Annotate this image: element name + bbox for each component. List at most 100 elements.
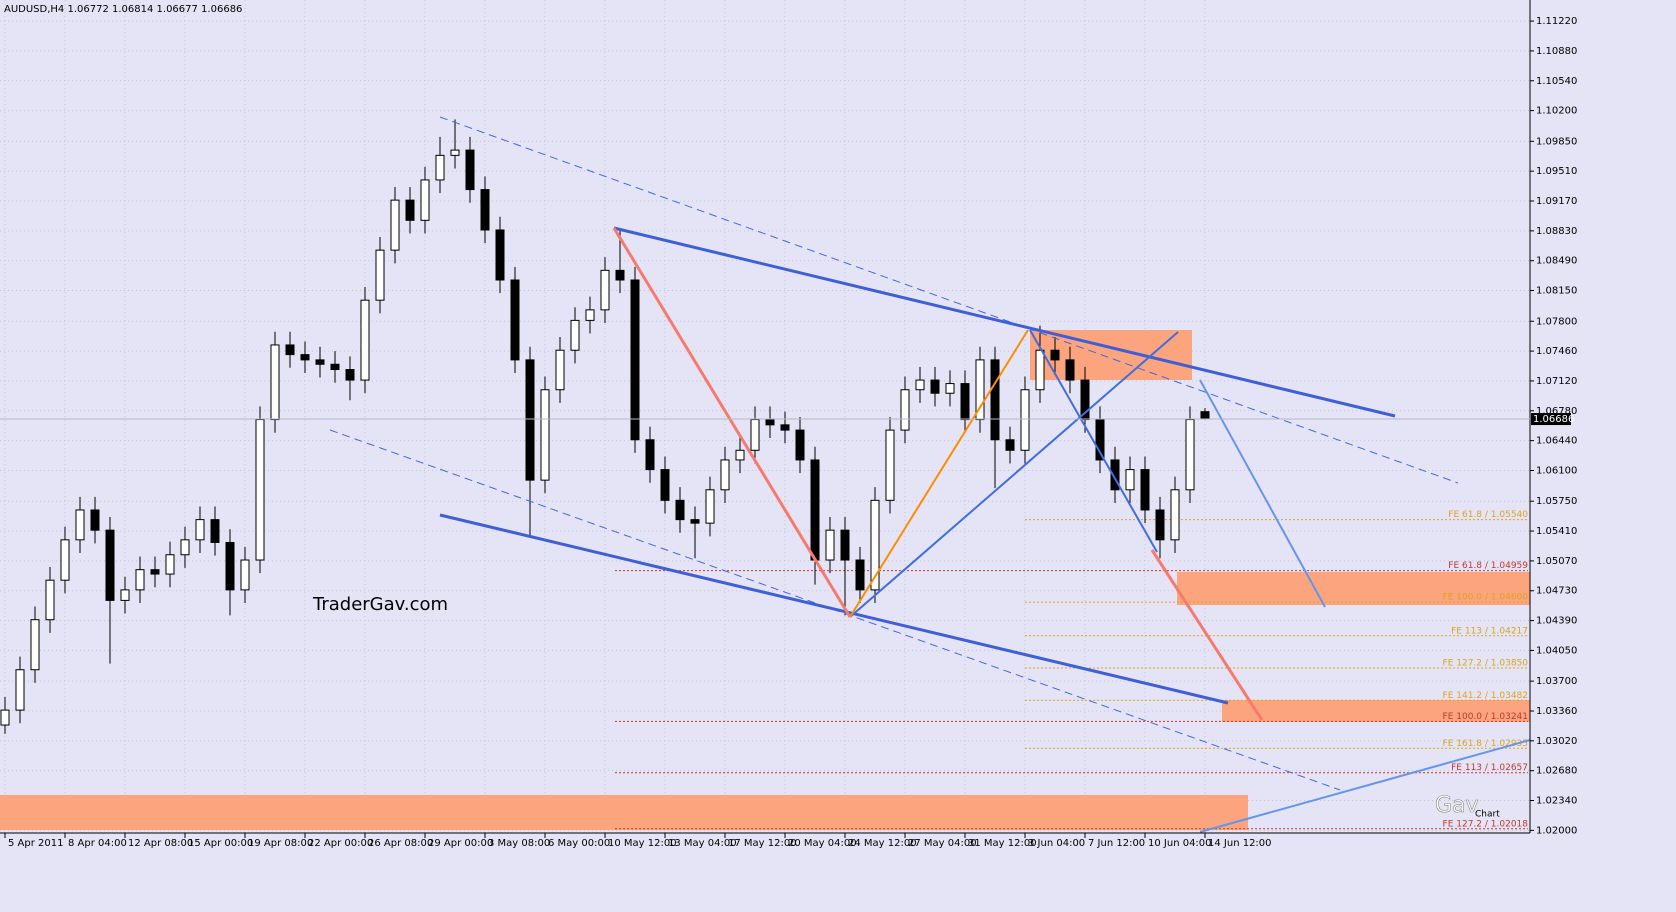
- candle-body: [1200, 411, 1210, 420]
- candle-body: [165, 554, 175, 575]
- candle-body: [555, 349, 565, 391]
- candle-body: [1095, 419, 1105, 461]
- y-tick-label: 1.09510: [1536, 166, 1577, 177]
- candle-body: [525, 359, 535, 481]
- y-tick-label: 1.05070: [1536, 556, 1577, 567]
- candle-body: [870, 499, 880, 591]
- y-tick-label: 1.03700: [1536, 676, 1577, 687]
- candle-body: [975, 359, 985, 421]
- candle-body: [465, 149, 475, 191]
- y-tick-label: 1.04730: [1536, 586, 1577, 597]
- candle-body: [1065, 359, 1075, 381]
- current-price-label: 1.06686: [1533, 414, 1574, 425]
- candle-body: [1080, 379, 1090, 421]
- candle-body: [450, 149, 460, 156]
- y-tick-label: 1.04390: [1536, 616, 1577, 627]
- y-tick-label: 1.02000: [1536, 825, 1577, 836]
- candle-body: [480, 189, 490, 231]
- x-tick-label: 24 May 12:00: [848, 838, 917, 849]
- y-tick-label: 1.07460: [1536, 346, 1577, 357]
- candle-body: [1035, 349, 1045, 391]
- x-tick-label: 8 Apr 04:00: [68, 838, 127, 849]
- candle-body: [120, 589, 130, 601]
- y-tick-label: 1.09850: [1536, 136, 1577, 147]
- trend-line: [439, 513, 1229, 705]
- candle-body: [795, 429, 805, 461]
- candle-body: [270, 344, 280, 421]
- candle-body: [510, 279, 520, 361]
- candle-body: [1170, 489, 1180, 541]
- fe-label: FE 100.0 / 1.03241: [1443, 712, 1528, 722]
- candle-body: [375, 249, 385, 301]
- y-tick-label: 1.10540: [1536, 76, 1577, 87]
- candle-body: [15, 669, 25, 711]
- candle-body: [705, 489, 715, 524]
- candle-body: [840, 529, 850, 561]
- candle-body: [765, 419, 775, 426]
- candle-body: [600, 269, 610, 311]
- candle-body: [345, 369, 355, 381]
- candle-body: [855, 559, 865, 591]
- logo: Gav: [1435, 793, 1479, 818]
- fe-label: FE 141.2 / 1.03482: [1443, 691, 1528, 701]
- candle-body: [360, 299, 370, 381]
- candle-body: [390, 199, 400, 251]
- candle-body: [615, 269, 625, 281]
- candle-body: [585, 309, 595, 321]
- candle-body: [825, 529, 835, 561]
- projection-line: [1199, 379, 1326, 608]
- x-tick-label: 19 Apr 08:00: [248, 838, 313, 849]
- candle-body: [75, 509, 85, 541]
- candle-body: [1110, 459, 1120, 491]
- candle-body: [420, 179, 430, 221]
- y-tick-label: 1.06440: [1536, 436, 1577, 447]
- x-tick-label: 26 Apr 08:00: [368, 838, 433, 849]
- y-tick-label: 1.08830: [1536, 226, 1577, 237]
- y-tick-label: 1.07120: [1536, 376, 1577, 387]
- candle-body: [30, 619, 40, 671]
- x-tick-label: 13 May 04:00: [668, 838, 737, 849]
- y-tick-label: 1.10880: [1536, 46, 1577, 57]
- swing-line: [612, 227, 852, 618]
- candle-body: [60, 539, 70, 581]
- candle-body: [1125, 469, 1135, 491]
- candle-body: [990, 359, 1000, 441]
- y-tick-label: 1.05750: [1536, 496, 1577, 507]
- candle-body: [570, 319, 580, 351]
- x-tick-label: 3 May 08:00: [488, 838, 550, 849]
- fe-label: FE 113 / 1.04217: [1451, 626, 1528, 636]
- candle-body: [435, 154, 445, 181]
- y-tick-label: 1.03020: [1536, 736, 1577, 747]
- candle-body: [945, 383, 955, 394]
- x-tick-label: 3 Jun 04:00: [1028, 838, 1085, 849]
- candle-body: [780, 424, 790, 431]
- candle-body: [750, 419, 760, 451]
- fe-label: FE 100.0 / 1.04600: [1443, 593, 1529, 603]
- zone: [0, 795, 1248, 830]
- candle-body: [690, 519, 700, 524]
- zone: [1177, 572, 1530, 605]
- trend-line: [613, 226, 1396, 418]
- y-tick-label: 1.09170: [1536, 196, 1577, 207]
- candle-body: [150, 569, 160, 575]
- fe-label: FE 113 / 1.02657: [1451, 763, 1528, 773]
- candle-body: [645, 439, 655, 471]
- candle-body: [225, 541, 235, 591]
- candle-body: [0, 709, 10, 726]
- candle-body: [195, 519, 205, 541]
- y-tick-label: 1.06100: [1536, 465, 1577, 476]
- trend-line: [1029, 329, 1158, 553]
- fe-label: FE 161.8 / 1.02935: [1443, 739, 1528, 749]
- x-tick-label: 15 Apr 00:00: [188, 838, 253, 849]
- x-tick-label: 7 Jun 12:00: [1088, 838, 1145, 849]
- candle-body: [210, 519, 220, 543]
- y-tick-label: 1.02340: [1536, 796, 1577, 807]
- x-tick-label: 31 May 12:00: [968, 838, 1037, 849]
- y-tick-label: 1.07800: [1536, 316, 1577, 327]
- candle-body: [45, 579, 55, 621]
- channel-line: [439, 116, 1459, 484]
- candle-body: [810, 459, 820, 561]
- candle-body: [900, 389, 910, 431]
